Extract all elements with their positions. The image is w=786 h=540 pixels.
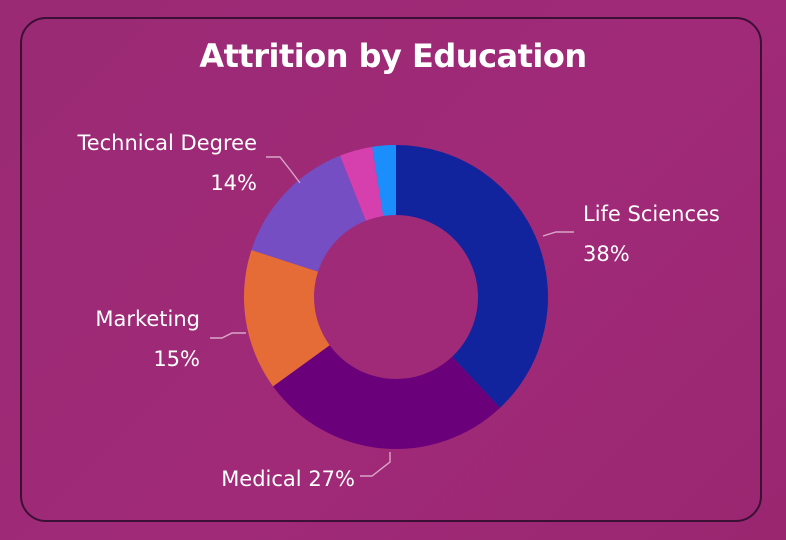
donut-slice-life-sciences[interactable] xyxy=(396,145,549,408)
donut-slice-technical-degree[interactable] xyxy=(251,155,366,272)
donut-slice-human-resources[interactable] xyxy=(372,145,396,217)
chart-title: Attrition by Education xyxy=(199,37,587,75)
label-medical: Medical 27% xyxy=(221,467,355,491)
donut-slice-medical[interactable] xyxy=(273,345,501,450)
label-technical-degree: Technical Degree xyxy=(76,131,257,155)
leader-line-technical-degree xyxy=(266,156,301,184)
leader-line-medical xyxy=(360,452,391,477)
chart-card xyxy=(20,17,762,522)
value-label-technical-degree: 14% xyxy=(210,171,257,195)
label-life-sciences: Life Sciences xyxy=(583,202,720,226)
value-label-life-sciences: 38% xyxy=(583,242,630,266)
value-label-marketing: 15% xyxy=(153,347,200,371)
leader-line-life-sciences xyxy=(542,231,574,237)
leader-line-marketing xyxy=(210,332,246,339)
label-marketing: Marketing xyxy=(95,307,200,331)
donut-slice-other[interactable] xyxy=(340,146,384,221)
donut-slice-marketing[interactable] xyxy=(244,250,330,387)
